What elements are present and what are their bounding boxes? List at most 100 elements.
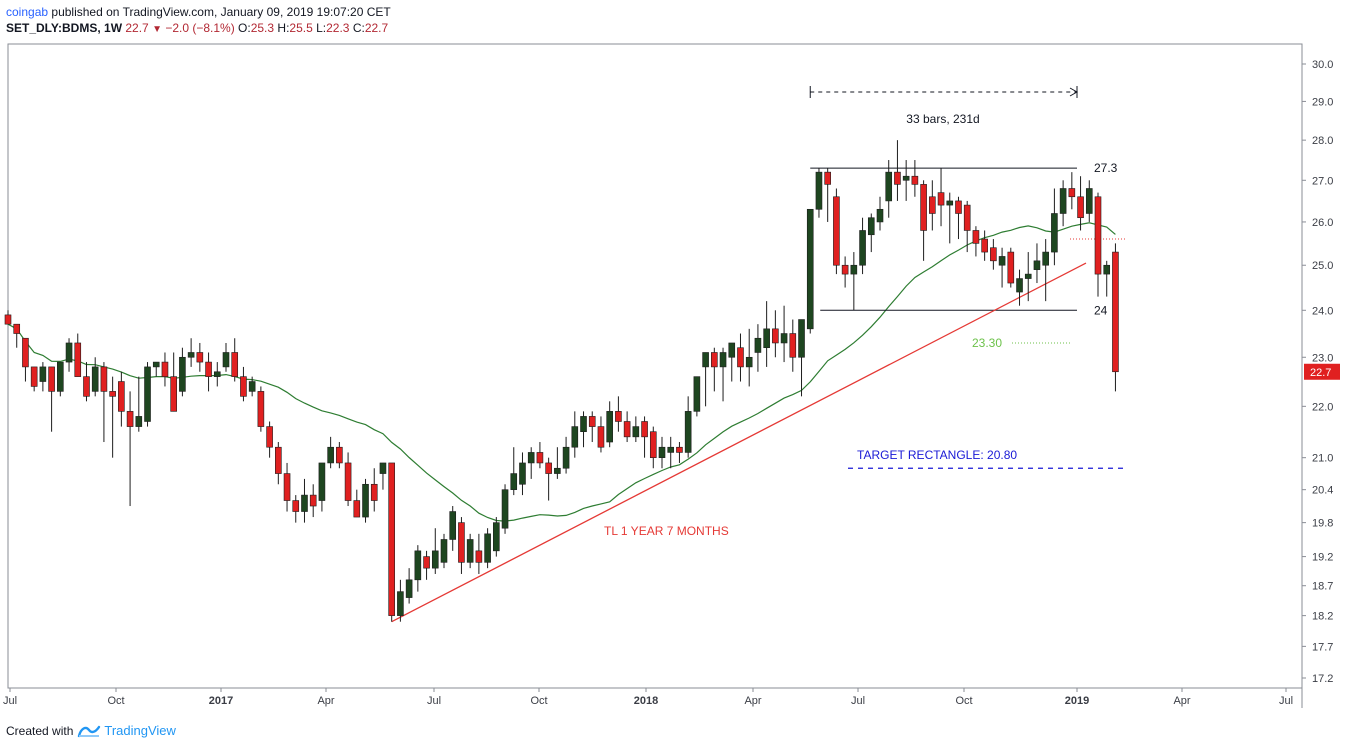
change-value: −2.0 (−8.1%)	[165, 21, 235, 35]
candle-down	[283, 462, 291, 512]
moving-average-line	[7, 222, 1116, 522]
candle-down	[423, 550, 430, 580]
y-tick-label: 30.0	[1312, 59, 1333, 71]
candle-body	[161, 361, 169, 377]
tradingview-brand[interactable]: TradingView	[104, 723, 176, 738]
close-value: 22.7	[364, 21, 389, 35]
candle-body	[22, 337, 29, 368]
candle-up	[850, 252, 858, 311]
candle-up	[362, 478, 369, 523]
candle-up	[440, 533, 448, 569]
y-tick-label: 18.7	[1312, 581, 1333, 593]
x-tick-label: Jul	[1279, 695, 1293, 707]
symbol-label: SET_DLY:BDMS, 1W	[6, 21, 123, 35]
candle-body	[632, 426, 640, 438]
y-tick-label: 28.0	[1312, 135, 1333, 147]
candle-body	[449, 511, 457, 540]
candle-up	[57, 361, 64, 397]
candle-body	[458, 522, 465, 563]
candle-body	[963, 204, 971, 231]
candle-body	[362, 483, 369, 518]
y-tick-label: 27.0	[1312, 175, 1333, 187]
candle-body	[1016, 278, 1023, 293]
candle-body	[309, 494, 317, 507]
y-tick-label: 19.8	[1312, 518, 1333, 530]
candle-down	[911, 160, 919, 197]
candle-down	[100, 362, 108, 443]
candle-body	[780, 333, 788, 344]
candle-body	[370, 483, 378, 501]
candle-body	[1033, 260, 1041, 270]
candle-body	[152, 361, 160, 368]
candle-body	[74, 342, 82, 377]
candle-body	[972, 230, 980, 244]
candle-body	[257, 391, 265, 427]
x-tick-label: Jul	[427, 695, 441, 707]
candle-body	[379, 462, 387, 474]
candle-up	[571, 411, 579, 458]
candle-down	[109, 376, 116, 458]
candle-body	[187, 352, 195, 358]
x-tick-label: Jul	[851, 695, 865, 707]
candle-down	[118, 371, 125, 427]
annotation-labels: 33 bars, 231d 27.3 24 23.30 TARGET RECTANGLE…	[604, 112, 1340, 538]
candle-body	[231, 352, 239, 377]
candle-body	[623, 421, 631, 438]
candle-body	[4, 314, 12, 325]
candle-body	[981, 238, 988, 253]
candle-up	[667, 436, 675, 469]
y-tick-label: 17.7	[1312, 641, 1333, 653]
candle-down	[824, 168, 831, 222]
x-tick-label: Oct	[955, 695, 972, 707]
candle-body	[83, 376, 90, 397]
candle-body	[806, 208, 814, 330]
candle-down	[1094, 192, 1102, 297]
candle-down	[920, 180, 927, 261]
candle-body	[876, 208, 884, 223]
candle-body	[737, 347, 744, 368]
candle-up	[135, 376, 143, 432]
y-tick-label: 25.0	[1312, 260, 1333, 272]
candle-up	[248, 376, 256, 397]
y-tick-label: 19.2	[1312, 552, 1333, 564]
candle-body	[213, 371, 221, 377]
candle-down	[353, 489, 361, 518]
moving-average-layer	[7, 222, 1116, 522]
candle-body	[431, 550, 439, 569]
candle-body	[798, 319, 805, 358]
candle-body	[292, 500, 300, 512]
candle-down	[972, 226, 980, 257]
trendline	[391, 262, 1087, 623]
candle-down	[30, 366, 38, 392]
candle-up	[876, 196, 884, 231]
low-label: L:	[316, 21, 327, 35]
candle-up	[562, 436, 570, 474]
candle-body	[580, 416, 587, 433]
candle-down	[292, 495, 300, 523]
candle-body	[667, 446, 675, 453]
candle-body	[493, 522, 500, 552]
candle-down	[1112, 243, 1119, 392]
author-link[interactable]: coingab	[6, 5, 49, 19]
candle-up	[806, 208, 814, 334]
candle-body	[301, 494, 308, 512]
time-axis[interactable]: Jul Oct 2017 Apr Jul Oct 2018 Apr Jul Oct 2019 Apr J…	[3, 688, 1293, 707]
candle-down	[309, 484, 317, 518]
candle-body	[929, 196, 936, 214]
candle-body	[135, 416, 143, 427]
candle-down	[833, 188, 840, 275]
candle-down	[83, 362, 90, 402]
candle-up	[1059, 180, 1067, 227]
candle-body	[641, 421, 648, 438]
candle-body	[754, 337, 762, 353]
price-axis[interactable]: 30.0 29.0 28.0 27.0 26.0 25.0 24.0 23.0 22.0 21.0…	[1302, 59, 1333, 685]
candle-body	[1007, 251, 1015, 284]
candle-down	[545, 457, 552, 501]
candle-body	[144, 366, 151, 422]
chart-header: coingab published on TradingView.com, Ja…	[6, 4, 391, 38]
x-tick-label: 2019	[1065, 695, 1089, 707]
y-tick-label: 22.0	[1312, 401, 1333, 413]
candle-body	[1085, 188, 1093, 214]
candle-body	[711, 352, 718, 368]
